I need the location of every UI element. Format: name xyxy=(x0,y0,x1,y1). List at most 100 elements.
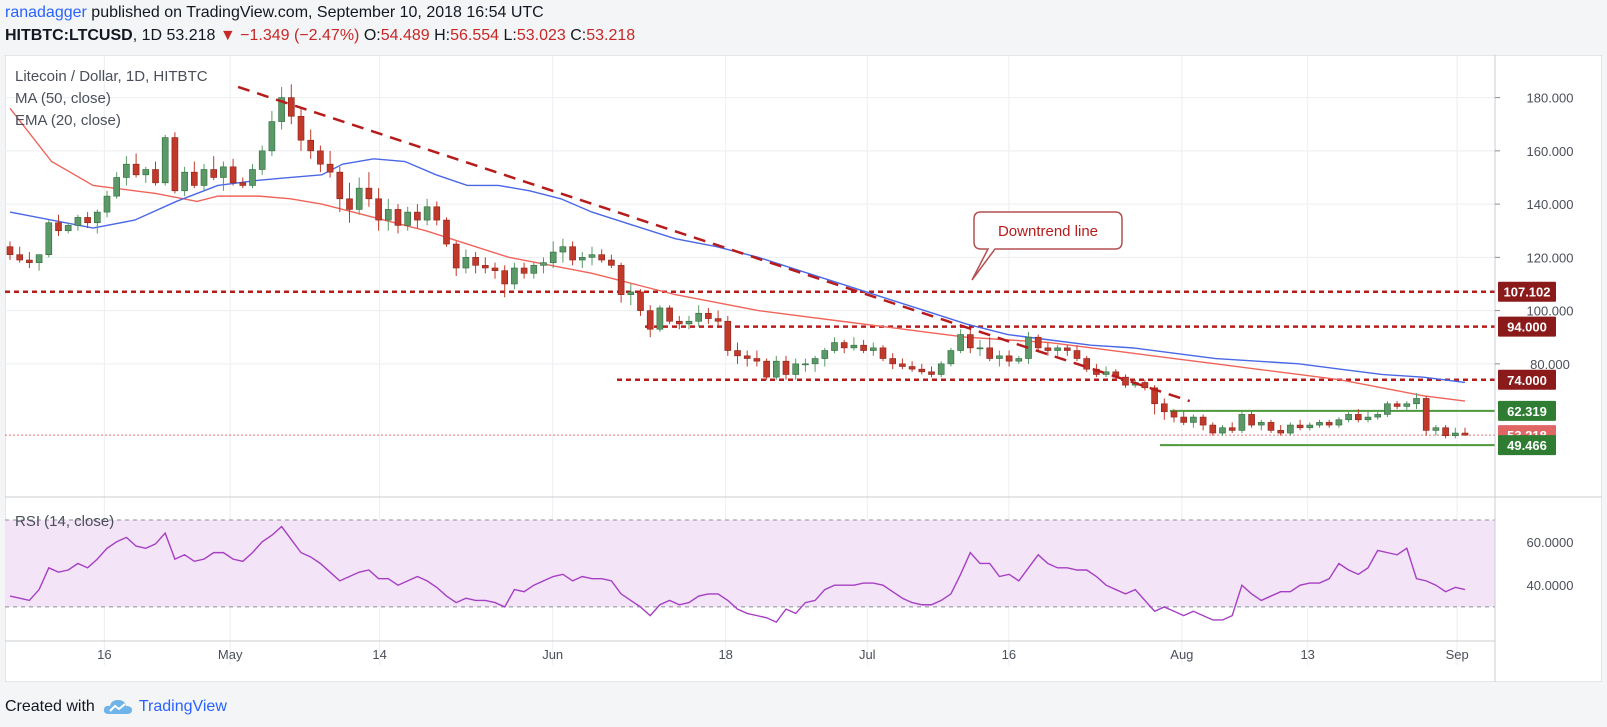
x-tick-label: 16 xyxy=(1002,647,1016,662)
candle-body xyxy=(1122,376,1129,386)
candle-body xyxy=(472,257,479,266)
candle-body xyxy=(210,169,218,178)
candle-body xyxy=(1083,358,1091,370)
candle-body xyxy=(724,320,732,351)
trendline xyxy=(237,85,1191,403)
candle-body xyxy=(685,320,693,325)
close-label: C: xyxy=(565,27,587,44)
candle-body xyxy=(666,307,673,322)
candle-body xyxy=(811,358,819,365)
price-chart[interactable]: 180.000 160.000 140.000 120.000 100.000 80.00… xyxy=(5,55,1602,682)
high-label: H: xyxy=(429,27,451,44)
y-tick-label: 140.000 xyxy=(1527,197,1574,212)
level-label-box xyxy=(1498,369,1556,390)
candle-body xyxy=(249,169,256,186)
candle-body xyxy=(1257,422,1265,426)
candle-body xyxy=(220,166,227,178)
price-levels xyxy=(5,290,1495,447)
candle-body xyxy=(675,320,683,325)
candle-body xyxy=(850,344,858,349)
candle-body xyxy=(1393,403,1401,407)
candle-body xyxy=(617,265,625,295)
x-tick-label: Aug xyxy=(1170,647,1193,662)
candle-body xyxy=(1141,382,1149,389)
candle-body xyxy=(1170,411,1178,418)
rsi-band-fill xyxy=(5,520,1495,607)
author-link[interactable]: ranadagger xyxy=(5,4,87,21)
candle-body xyxy=(957,334,964,351)
candle-body xyxy=(608,259,615,266)
candle-body xyxy=(937,363,945,375)
y-tick-label: 180.000 xyxy=(1527,91,1574,106)
candle-body xyxy=(346,198,353,210)
level-label-box xyxy=(1498,400,1556,421)
candle-body xyxy=(113,177,121,197)
candle-body xyxy=(763,360,770,378)
candle-body xyxy=(414,211,421,221)
level-label: 107.102 xyxy=(1504,285,1551,300)
candle-body xyxy=(966,334,974,349)
candle-body xyxy=(1180,416,1188,423)
candle-body xyxy=(637,291,644,311)
candle-body xyxy=(1238,414,1246,431)
price-change: −1.349 (−2.47%) xyxy=(240,27,360,44)
footer: Created with TradingView xyxy=(5,698,227,716)
candle-body xyxy=(734,350,741,357)
candle-body xyxy=(355,187,363,210)
candle-body xyxy=(74,217,82,226)
rsi-tick-label: 40.0000 xyxy=(1527,578,1574,593)
candle-body xyxy=(1228,427,1236,431)
y-tick-label: 100.000 xyxy=(1527,304,1574,319)
candle-body xyxy=(1325,422,1333,426)
x-tick-label: Sep xyxy=(1446,647,1469,662)
candle-body xyxy=(753,358,761,362)
candle-body xyxy=(1199,416,1207,426)
candle-body xyxy=(530,265,538,274)
candle-body xyxy=(1335,419,1343,426)
x-tick-label: 16 xyxy=(97,647,111,662)
candle-body xyxy=(55,222,62,232)
x-tick-label: 14 xyxy=(372,647,386,662)
level-label-box xyxy=(1498,281,1556,302)
candle-body xyxy=(297,115,305,141)
candle-body xyxy=(1432,427,1440,431)
candle-body xyxy=(1403,403,1411,407)
interval-label: , 1D xyxy=(132,27,167,44)
candle-body xyxy=(171,137,179,192)
candle-body xyxy=(181,171,188,192)
candle-body xyxy=(578,257,586,261)
candle-body xyxy=(307,139,315,152)
candle-body xyxy=(287,97,295,117)
candle-body xyxy=(239,182,247,186)
candle-body xyxy=(928,371,935,375)
low-value: 53.023 xyxy=(516,27,566,44)
candle-body xyxy=(423,206,431,221)
candle-body xyxy=(1354,414,1362,421)
candle-body xyxy=(142,169,150,176)
tradingview-link[interactable]: TradingView xyxy=(138,698,227,715)
candle-body xyxy=(899,363,906,367)
candle-body xyxy=(840,342,848,349)
candle-body xyxy=(782,360,790,375)
candle-body xyxy=(278,97,285,122)
open-label: O: xyxy=(359,27,381,44)
candle-body xyxy=(229,166,237,184)
candle-body xyxy=(549,251,557,263)
rsi-line xyxy=(9,525,1466,624)
candle-body xyxy=(200,169,208,186)
candle-body xyxy=(646,310,654,330)
candle-body xyxy=(1316,422,1323,426)
candle-body xyxy=(1277,430,1285,434)
candle-body xyxy=(831,342,838,351)
x-tick-label: 18 xyxy=(718,647,732,662)
candle-body xyxy=(656,307,664,330)
candle-body xyxy=(6,246,14,255)
candle-body xyxy=(1063,347,1071,351)
candle-body xyxy=(443,219,450,245)
candle-body xyxy=(16,254,24,261)
candle-body xyxy=(772,360,780,378)
level-label: 62.319 xyxy=(1507,404,1547,419)
candle-body xyxy=(1073,350,1081,359)
low-label: L: xyxy=(499,27,517,44)
candle-body xyxy=(705,312,712,319)
